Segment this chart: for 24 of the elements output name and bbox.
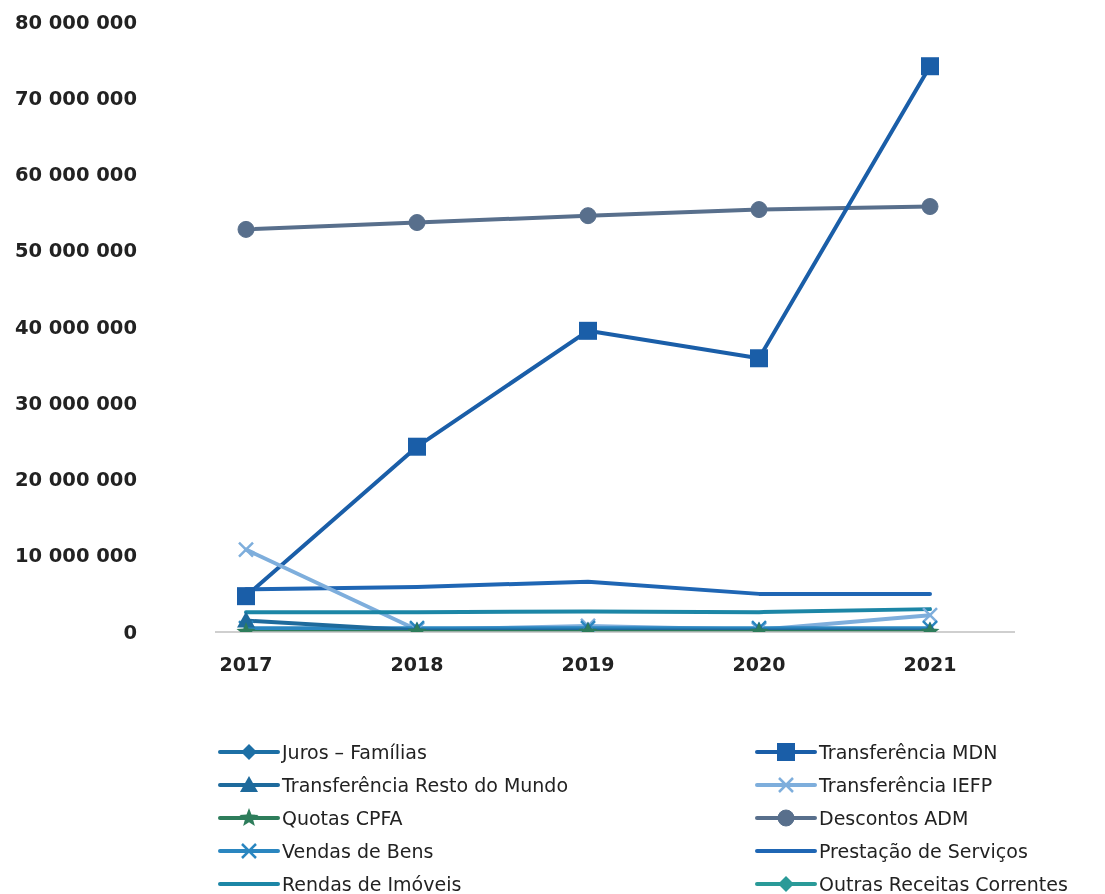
- y-tick-label: 20 000 000: [14, 468, 137, 491]
- legend-label: Transferência MDN: [819, 740, 998, 763]
- legend-label: Descontos ADM: [819, 806, 969, 829]
- x-tick-label: 2021: [903, 653, 957, 675]
- legend-label: Vendas de Bens: [282, 839, 434, 862]
- x-tick-label: 2020: [732, 653, 786, 675]
- y-tick-label: 70 000 000: [14, 86, 137, 110]
- legend-label: Outras Receitas Correntes: [819, 872, 1068, 894]
- y-tick-label: 80 000 000: [14, 10, 137, 34]
- y-tick-label: 60 000 000: [14, 163, 137, 186]
- legend-label: Rendas de Imóveis: [282, 872, 462, 894]
- legend-label: Juros – Famílias: [282, 740, 427, 763]
- legend-label: Transferência Resto do Mundo: [282, 773, 569, 796]
- legend-label: Prestação de Serviços: [819, 839, 1028, 862]
- y-tick-label: 40 000 000: [14, 315, 137, 339]
- legend-label: Quotas CPFA: [282, 806, 403, 829]
- y-tick-label: 0: [123, 620, 137, 644]
- y-tick-label: 50 000 000: [14, 239, 137, 263]
- y-tick-label: 10 000 000: [14, 544, 137, 568]
- x-tick-label: 2018: [390, 653, 444, 675]
- y-tick-label: 30 000 000: [14, 391, 137, 415]
- x-tick-label: 2017: [219, 653, 273, 675]
- x-tick-label: 2019: [561, 653, 615, 675]
- legend-label: Transferência IEFP: [819, 773, 993, 796]
